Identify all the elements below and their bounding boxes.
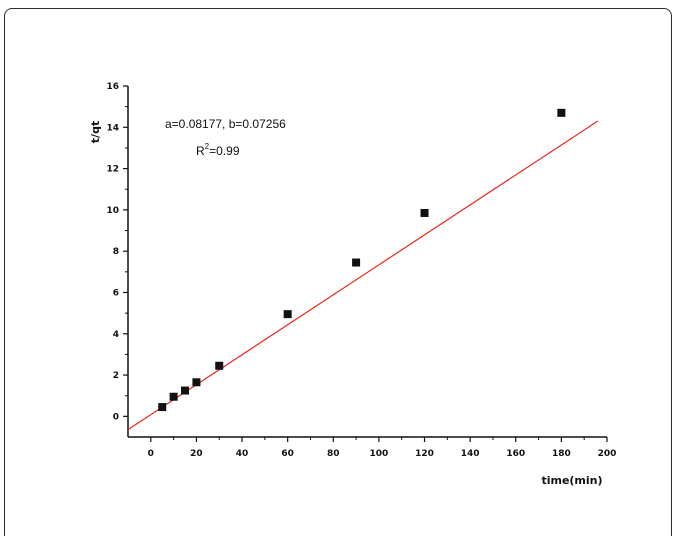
y-tick-label: 0 <box>113 412 119 422</box>
x-tick-label: 200 <box>598 449 617 459</box>
r-squared-prefix: R <box>196 144 205 158</box>
x-tick-label: 0 <box>148 449 154 459</box>
x-tick-label: 100 <box>370 449 389 459</box>
data-point <box>215 361 224 370</box>
y-tick-label: 8 <box>113 247 119 257</box>
y-tick-label: 14 <box>106 123 119 133</box>
x-tick-label: 140 <box>461 449 480 459</box>
data-point <box>557 108 566 117</box>
x-tick-label: 160 <box>506 449 525 459</box>
figure-frame <box>4 8 672 536</box>
x-tick-label: 20 <box>190 449 203 459</box>
ticks: 0 20 40 60 80 100 120 140 160 180 200 0 2 4 6 8 10 12 14 16 <box>106 82 616 459</box>
y-tick-label: 2 <box>113 371 119 381</box>
data-point <box>169 392 178 401</box>
fit-params-annotation: a=0.08177, b=0.07256 <box>165 117 286 131</box>
x-axis-label: time(min) <box>541 474 602 487</box>
y-tick-label: 6 <box>113 288 119 298</box>
y-tick-label: 10 <box>106 206 119 216</box>
data-point <box>283 310 292 319</box>
data-point <box>181 386 190 395</box>
data-point <box>158 403 167 412</box>
x-tick-label: 40 <box>236 449 249 459</box>
x-tick-label: 80 <box>327 449 340 459</box>
r-squared-value: =0.99 <box>209 144 240 158</box>
data-point <box>420 208 429 217</box>
x-tick-label: 180 <box>552 449 571 459</box>
y-tick-label: 4 <box>113 330 119 340</box>
fit-line-group <box>127 120 599 431</box>
y-tick-label: 16 <box>106 82 119 92</box>
r-squared-annotation: R2=0.99 <box>196 142 240 158</box>
x-tick-label: 120 <box>415 449 434 459</box>
fit-line <box>127 120 599 431</box>
r-squared-superscript: 2 <box>205 142 210 151</box>
x-tick-label: 60 <box>281 449 294 459</box>
axes <box>127 86 607 438</box>
y-tick-label: 12 <box>106 165 119 175</box>
data-points <box>158 108 566 412</box>
y-axis-label: t/qt <box>89 121 102 143</box>
data-point <box>192 378 201 387</box>
data-point <box>352 258 361 267</box>
